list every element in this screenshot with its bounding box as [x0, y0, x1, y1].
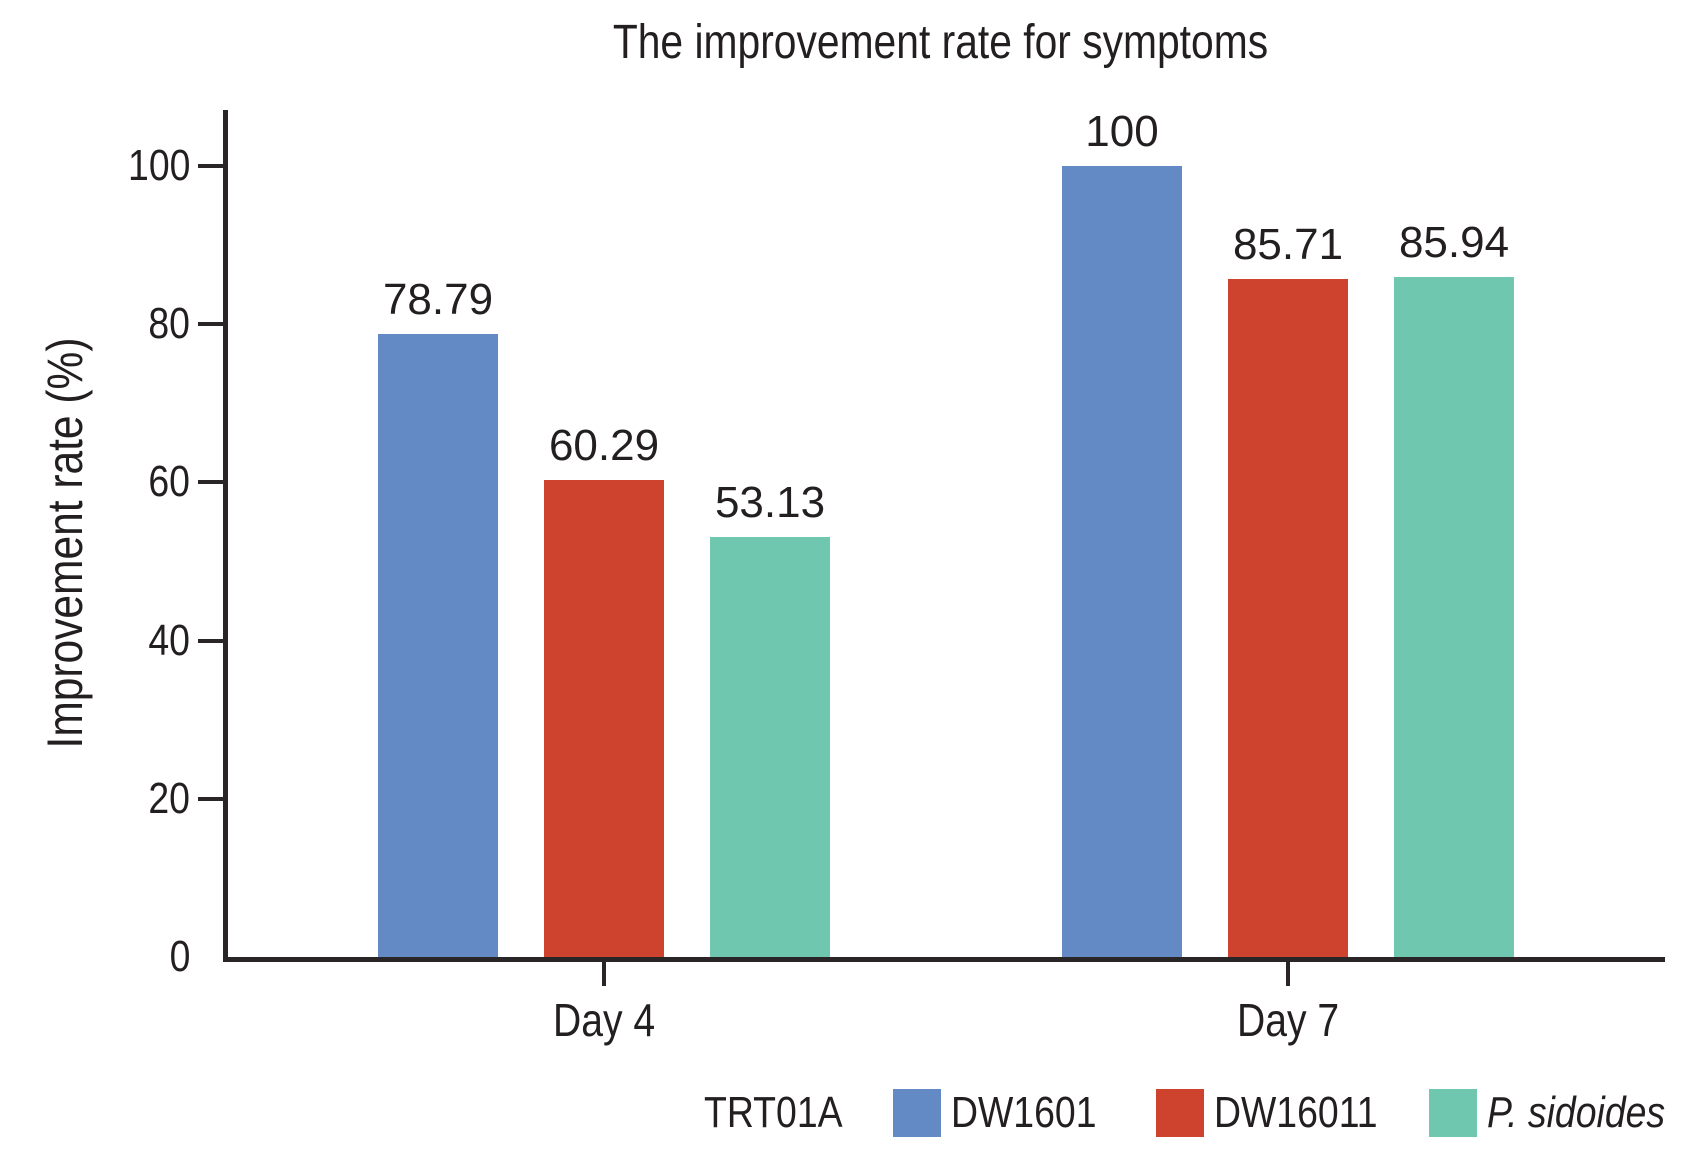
label-text: TRT01A [704, 1088, 843, 1137]
y-axis-label: Improvement rate (%) [34, 301, 96, 784]
x-axis-line [223, 957, 1665, 962]
bar [710, 536, 830, 957]
bar [1228, 279, 1348, 957]
x-tick [1286, 962, 1290, 986]
y-axis-label-text: Improvement rate (%) [37, 337, 93, 749]
bar-value-label: 100 [1085, 107, 1159, 156]
y-tick [198, 638, 223, 643]
label-text: DW1601 [951, 1088, 1097, 1137]
y-axis-line [223, 110, 228, 962]
label-text: 60 [148, 457, 190, 507]
label-text: 80 [148, 299, 190, 349]
chart-title: The improvement rate for symptoms [240, 12, 1640, 74]
legend-item-label: P. sidoides [1487, 1089, 1697, 1137]
label-text: 20 [148, 773, 190, 823]
y-tick-label: 80 [28, 300, 190, 348]
label-text: DW16011 [1214, 1088, 1378, 1137]
bar [1062, 166, 1182, 957]
legend-title: TRT01A [704, 1089, 867, 1137]
x-category-label: Day 4 [404, 992, 804, 1048]
y-tick [198, 164, 223, 168]
label-text: Day 4 [552, 994, 656, 1046]
bar-value-label: 85.94 [1398, 218, 1510, 268]
y-tick-label: 0 [28, 933, 190, 981]
legend-swatch [1429, 1089, 1477, 1137]
bar-value-label: 85.71 [1232, 220, 1344, 270]
bar-value-label: 53.13 [714, 477, 826, 527]
label-text: Day 7 [1236, 994, 1340, 1046]
label-text: 40 [148, 615, 190, 665]
y-tick-label: 20 [28, 773, 190, 823]
bar [378, 333, 498, 957]
label-text: 100 [127, 141, 190, 190]
bar [544, 480, 664, 957]
y-tick [198, 322, 223, 327]
bar [1394, 277, 1514, 957]
x-tick [602, 962, 606, 986]
y-tick-label: 40 [28, 615, 190, 665]
legend-swatch [1156, 1089, 1204, 1137]
y-tick-label: 100 [28, 142, 190, 190]
legend-swatch [893, 1089, 941, 1137]
y-tick [198, 796, 223, 801]
legend-item-label: DW1601 [951, 1089, 1122, 1137]
bar-value-label: 78.79 [382, 274, 494, 324]
label-text: 0 [169, 932, 190, 981]
x-category-label: Day 7 [1088, 992, 1488, 1048]
label-text: P. sidoides [1487, 1088, 1666, 1137]
y-tick [198, 480, 223, 485]
legend-item-label: DW16011 [1214, 1089, 1406, 1137]
chart-title-text: The improvement rate for symptoms [612, 16, 1268, 69]
bar-value-label: 60.29 [548, 421, 660, 471]
y-tick-label: 60 [28, 458, 190, 506]
